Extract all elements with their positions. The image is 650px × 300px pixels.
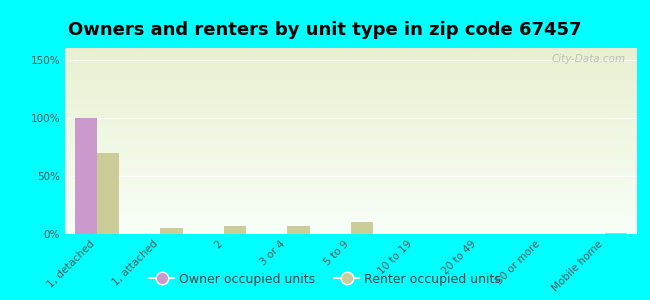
Bar bbox=[75, 118, 97, 234]
Legend: Owner occupied units, Renter occupied units: Owner occupied units, Renter occupied un… bbox=[144, 268, 506, 291]
Bar bbox=[224, 226, 246, 234]
Text: City-Data.com: City-Data.com bbox=[551, 54, 625, 64]
Bar bbox=[161, 228, 183, 234]
Bar bbox=[605, 233, 627, 234]
Bar bbox=[97, 153, 119, 234]
Bar bbox=[351, 222, 373, 234]
Bar bbox=[287, 226, 309, 234]
Text: Owners and renters by unit type in zip code 67457: Owners and renters by unit type in zip c… bbox=[68, 21, 582, 39]
